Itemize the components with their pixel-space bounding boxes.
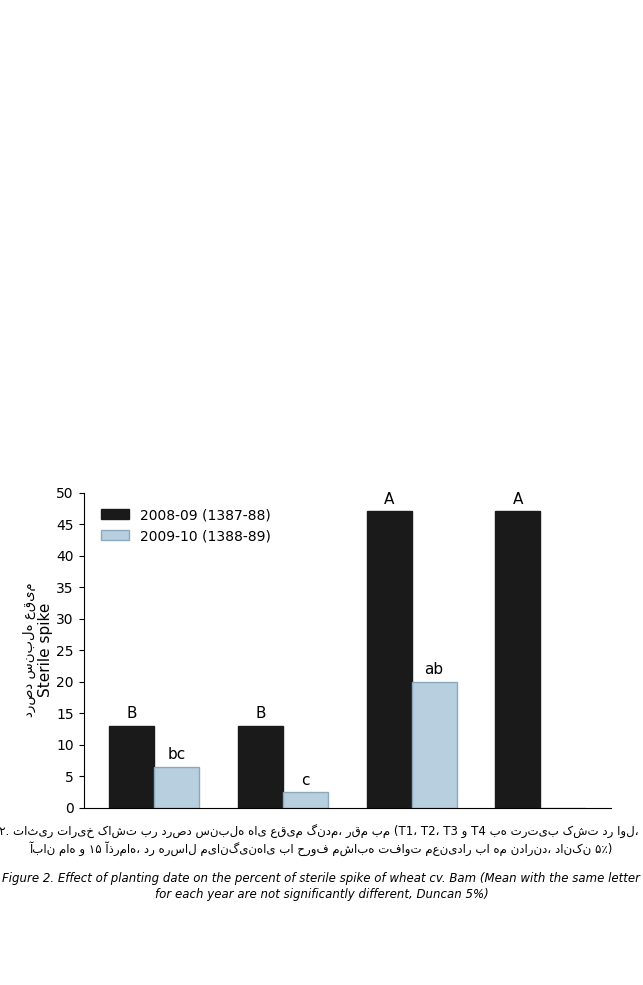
Bar — [367, 511, 412, 808]
Text: for each year are not significantly different, Duncan 5%): for each year are not significantly diff… — [154, 887, 489, 901]
Text: bc: bc — [168, 748, 186, 762]
Text: A: A — [384, 492, 394, 507]
Text: B: B — [127, 706, 137, 721]
Text: ab: ab — [424, 662, 444, 678]
Bar — [412, 682, 457, 808]
Text: B: B — [255, 706, 266, 721]
Bar — [283, 792, 328, 808]
Text: آبان ماه و ۱۵ آذرماه، در هرسال میانگین‌های با حروف مشابه تفاوت معنی‌دار با هم ند: آبان ماه و ۱۵ آذرماه، در هرسال میانگین‌ه… — [30, 841, 613, 857]
Text: درصد سنبله عقیم: درصد سنبله عقیم — [23, 583, 35, 717]
Y-axis label: Sterile spike: Sterile spike — [39, 603, 53, 697]
Bar — [238, 726, 283, 808]
Text: c: c — [301, 772, 310, 788]
Text: شکل ۲. تاثیر تاریخ کاشت بر درصد سنبله های عقیم گندم، رقم بم (T1، T2، T3 و T4 به : شکل ۲. تاثیر تاریخ کاشت بر درصد سنبله ها… — [0, 825, 643, 839]
Bar — [109, 726, 154, 808]
Text: Figure 2. Effect of planting date on the percent of sterile spike of wheat cv. B: Figure 2. Effect of planting date on the… — [3, 872, 640, 886]
Legend: 2008-09 (1387-88), 2009-10 (1388-89): 2008-09 (1387-88), 2009-10 (1388-89) — [96, 502, 276, 549]
Bar — [495, 511, 540, 808]
Text: A: A — [512, 492, 523, 507]
Bar — [154, 766, 199, 808]
